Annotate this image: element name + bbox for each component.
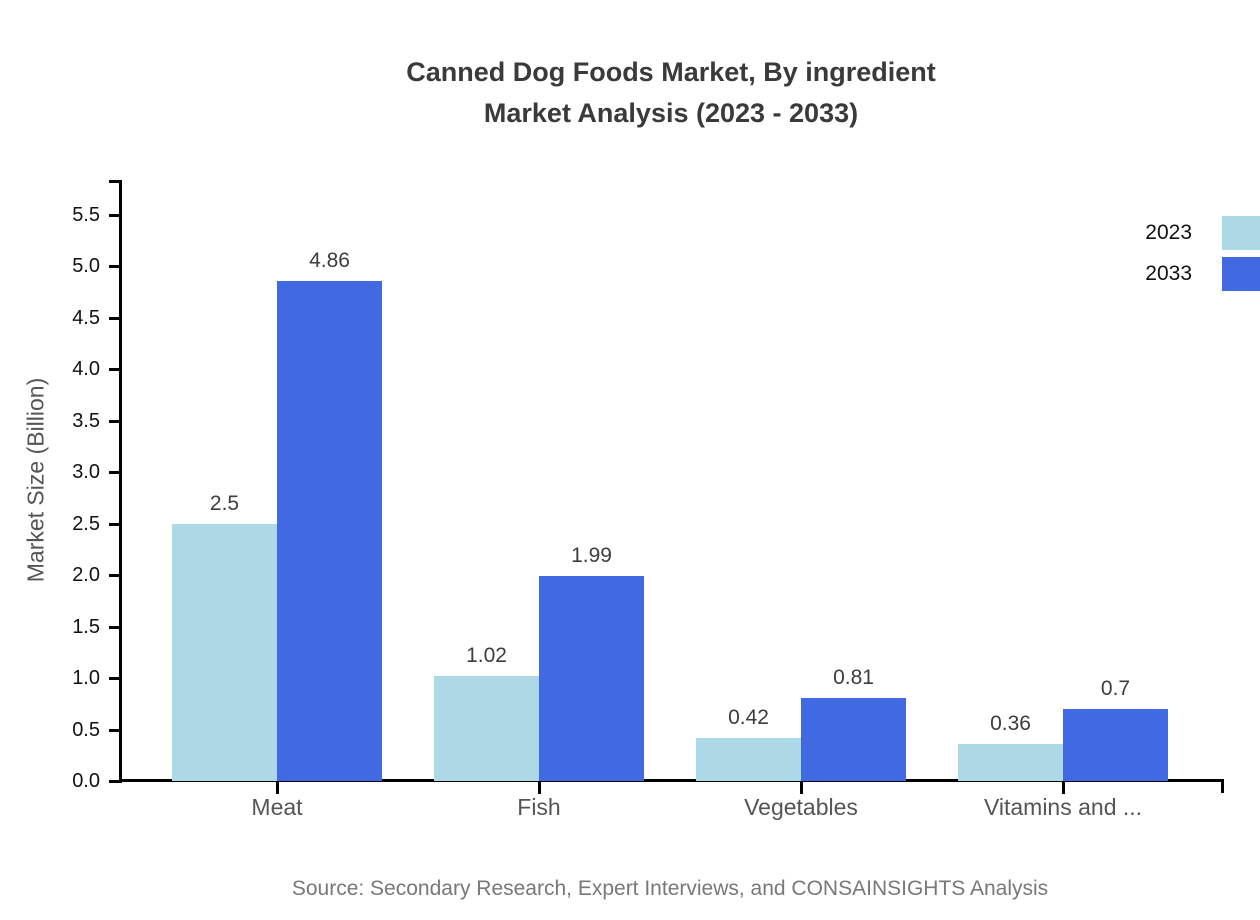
legend-label: 2033 xyxy=(1145,262,1192,285)
y-tick xyxy=(109,265,121,268)
bar-2033-vegetables xyxy=(801,698,906,781)
y-tick xyxy=(109,677,121,680)
y-tick-label: 0.0 xyxy=(72,770,100,792)
y-axis-line xyxy=(119,180,122,783)
y-tick-label: 4.0 xyxy=(72,358,100,380)
y-tick-label: 1.5 xyxy=(72,616,100,638)
y-tick xyxy=(109,574,121,577)
bar-value-label: 2.5 xyxy=(209,492,240,515)
y-tick-label: 0.5 xyxy=(72,719,100,741)
bar-2023-fish xyxy=(434,676,539,781)
source-attribution: Source: Secondary Research, Expert Inter… xyxy=(291,877,1049,900)
y-tick-label: 2.5 xyxy=(72,513,100,535)
x-tick xyxy=(538,782,541,794)
y-tick xyxy=(109,368,121,371)
legend-swatch-2023 xyxy=(1222,216,1260,250)
x-tick xyxy=(276,782,279,794)
y-tick-label: 1.0 xyxy=(72,667,100,689)
bar-value-label: 0.36 xyxy=(990,712,1031,735)
x-tick xyxy=(800,782,803,794)
y-axis-end-tick xyxy=(109,180,122,183)
legend-label: 2023 xyxy=(1145,221,1192,244)
legend-swatch-2033 xyxy=(1222,257,1260,291)
bar-value-label: 0.7 xyxy=(1100,677,1131,700)
bar-2023-vegetables xyxy=(696,738,801,781)
y-tick-label: 5.5 xyxy=(72,204,100,226)
y-tick xyxy=(109,420,121,423)
x-category-label: Fish xyxy=(517,794,561,820)
y-tick xyxy=(109,317,121,320)
y-tick xyxy=(109,471,121,474)
y-tick xyxy=(109,214,121,217)
chart-title-line-2: Market Analysis (2023 - 2033) xyxy=(483,98,859,128)
bar-2033-fish xyxy=(539,576,644,781)
legend-item-2023: 2023 xyxy=(1145,216,1260,250)
chart-title: Canned Dog Foods Market, By ingredient M… xyxy=(71,52,1260,134)
x-category-label: Vitamins and ... xyxy=(983,794,1143,820)
x-category-label: Vegetables xyxy=(744,794,858,820)
y-tick-label: 5.0 xyxy=(72,255,100,277)
bar-value-label: 1.02 xyxy=(466,644,507,667)
x-axis-end-tick xyxy=(1221,779,1224,793)
bar-2033-meat xyxy=(277,281,382,781)
y-tick-label: 4.5 xyxy=(72,307,100,329)
bar-2033-vitamins-and- xyxy=(1063,709,1168,781)
y-tick xyxy=(109,729,121,732)
y-tick-label: 3.5 xyxy=(72,410,100,432)
y-tick-label: 3.0 xyxy=(72,461,100,483)
legend-item-2033: 2033 xyxy=(1145,257,1260,291)
chart-title-line-1: Canned Dog Foods Market, By ingredient xyxy=(406,57,936,87)
y-tick-label: 2.0 xyxy=(72,564,100,586)
bar-2023-vitamins-and- xyxy=(958,744,1063,781)
x-axis-line xyxy=(119,779,1224,782)
bar-value-label: 0.42 xyxy=(728,706,769,729)
y-tick xyxy=(109,523,121,526)
x-category-label: Meat xyxy=(251,794,303,820)
x-tick xyxy=(1062,782,1065,794)
bar-value-label: 4.86 xyxy=(309,249,350,272)
legend: 2023 2033 xyxy=(1145,216,1260,291)
y-tick xyxy=(109,626,121,629)
bar-value-label: 1.99 xyxy=(571,544,612,567)
bar-2023-meat xyxy=(172,524,277,781)
y-tick xyxy=(109,780,121,783)
bar-value-label: 0.81 xyxy=(833,666,874,689)
